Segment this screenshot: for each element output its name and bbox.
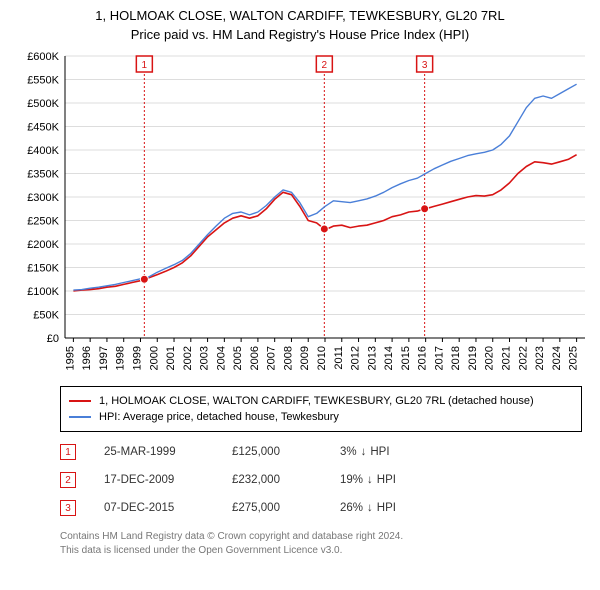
svg-text:1999: 1999 (131, 346, 143, 370)
svg-text:£300K: £300K (27, 192, 59, 204)
svg-text:2018: 2018 (450, 346, 462, 370)
chart-titles: 1, HOLMOAK CLOSE, WALTON CARDIFF, TEWKES… (10, 8, 590, 42)
svg-text:2003: 2003 (199, 346, 211, 370)
sale-row: 2 17-DEC-2009 £232,000 19% ↓ HPI (60, 466, 582, 494)
chart-area: £0 £50K £100K £150K £200K £250K £300K £350K £400… (10, 50, 590, 380)
sale-date: 25-MAR-1999 (104, 446, 204, 458)
svg-text:2025: 2025 (568, 346, 580, 370)
sale-hpi-percent: 3% (340, 446, 357, 458)
footnote-line-2: This data is licensed under the Open Gov… (60, 544, 582, 558)
svg-text:£150K: £150K (27, 263, 59, 275)
svg-text:2006: 2006 (249, 346, 261, 370)
chart-container: 1, HOLMOAK CLOSE, WALTON CARDIFF, TEWKES… (0, 0, 600, 567)
svg-text:£250K: £250K (27, 216, 59, 228)
svg-text:2012: 2012 (350, 346, 362, 370)
svg-text:2000: 2000 (148, 346, 160, 370)
sale-date: 17-DEC-2009 (104, 474, 204, 486)
svg-text:£0: £0 (47, 333, 59, 345)
down-arrow-icon: ↓ (367, 502, 373, 514)
sales-table: 125-MAR-1999£125,0003%↓HPI217-DEC-2009£2… (60, 438, 582, 522)
sale-price: £232,000 (232, 474, 312, 486)
svg-text:£50K: £50K (33, 310, 59, 322)
svg-text:2001: 2001 (165, 346, 177, 370)
svg-text:2009: 2009 (299, 346, 311, 370)
svg-text:1998: 1998 (115, 346, 127, 370)
svg-text:2010: 2010 (316, 346, 328, 370)
svg-text:2014: 2014 (383, 346, 395, 370)
down-arrow-icon: ↓ (361, 446, 367, 458)
sale-price: £275,000 (232, 502, 312, 514)
svg-text:2007: 2007 (266, 346, 278, 370)
legend-item: 1, HOLMOAK CLOSE, WALTON CARDIFF, TEWKES… (69, 393, 573, 409)
legend-swatch (69, 400, 91, 402)
sale-price: £125,000 (232, 446, 312, 458)
footnote-line-1: Contains HM Land Registry data © Crown c… (60, 530, 582, 544)
svg-text:£600K: £600K (27, 51, 59, 63)
svg-text:1: 1 (142, 60, 148, 71)
legend-item: HPI: Average price, detached house, Tewk… (69, 409, 573, 425)
legend-label: 1, HOLMOAK CLOSE, WALTON CARDIFF, TEWKES… (99, 395, 534, 407)
svg-text:2015: 2015 (400, 346, 412, 370)
svg-text:2019: 2019 (467, 346, 479, 370)
svg-text:1995: 1995 (64, 346, 76, 370)
footnote: Contains HM Land Registry data © Crown c… (60, 530, 582, 557)
svg-text:2023: 2023 (534, 346, 546, 370)
svg-text:2024: 2024 (551, 346, 563, 370)
title-line-1: 1, HOLMOAK CLOSE, WALTON CARDIFF, TEWKES… (10, 8, 590, 23)
svg-text:2011: 2011 (333, 346, 345, 370)
sale-hpi-percent: 26% (340, 502, 363, 514)
svg-text:2002: 2002 (182, 346, 194, 370)
svg-text:£350K: £350K (27, 169, 59, 181)
svg-text:2: 2 (322, 60, 328, 71)
legend-swatch (69, 416, 91, 418)
sale-hpi-label: HPI (377, 502, 396, 514)
sale-row: 3 07-DEC-2015 £275,000 26% ↓ HPI (60, 494, 582, 522)
down-arrow-icon: ↓ (367, 474, 373, 486)
svg-text:2020: 2020 (484, 346, 496, 370)
svg-text:£450K: £450K (27, 122, 59, 134)
svg-text:£500K: £500K (27, 98, 59, 110)
title-line-2: Price paid vs. HM Land Registry's House … (10, 27, 590, 42)
svg-text:1997: 1997 (98, 346, 110, 370)
svg-text:1996: 1996 (81, 346, 93, 370)
svg-text:2013: 2013 (366, 346, 378, 370)
svg-text:2008: 2008 (282, 346, 294, 370)
svg-text:£100K: £100K (27, 286, 59, 298)
sale-marker-icon: 1 (60, 444, 76, 460)
sale-row: 1 25-MAR-1999 £125,000 3% ↓HPI (60, 438, 582, 466)
svg-text:2021: 2021 (501, 346, 513, 370)
svg-text:3: 3 (422, 60, 428, 71)
svg-text:£200K: £200K (27, 239, 59, 251)
svg-text:2016: 2016 (417, 346, 429, 370)
legend: 1, HOLMOAK CLOSE, WALTON CARDIFF, TEWKES… (60, 386, 582, 432)
svg-text:2005: 2005 (232, 346, 244, 370)
sale-marker-icon: 2 (60, 472, 76, 488)
sale-hpi: 19% ↓ HPI (340, 474, 430, 486)
legend-label: HPI: Average price, detached house, Tewk… (99, 411, 339, 423)
svg-text:£400K: £400K (27, 145, 59, 157)
svg-text:2022: 2022 (517, 346, 529, 370)
svg-text:2017: 2017 (433, 346, 445, 370)
sale-hpi-label: HPI (370, 446, 389, 458)
sale-hpi-percent: 19% (340, 474, 363, 486)
sale-hpi-label: HPI (377, 474, 396, 486)
svg-text:2004: 2004 (215, 346, 227, 370)
price-chart: £0 £50K £100K £150K £200K £250K £300K £350K £400… (10, 50, 590, 380)
sale-hpi: 26% ↓ HPI (340, 502, 430, 514)
sale-marker-icon: 3 (60, 500, 76, 516)
sale-date: 07-DEC-2015 (104, 502, 204, 514)
sale-hpi: 3% ↓HPI (340, 446, 430, 458)
svg-text:£550K: £550K (27, 75, 59, 87)
